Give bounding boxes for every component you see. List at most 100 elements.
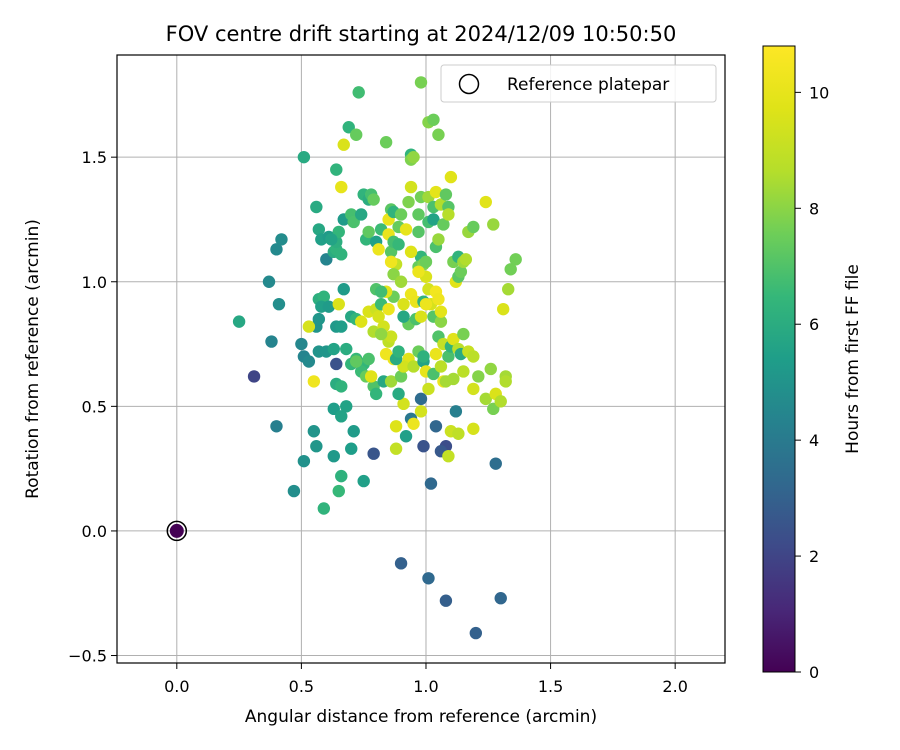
data-point [414,310,428,323]
data-point [330,163,343,176]
data-point [327,342,340,356]
data-point [312,223,326,236]
y-axis-label: Rotation from reference (arcmin) [23,219,43,499]
data-point [354,208,368,221]
y-tick-label: 0.5 [82,397,107,416]
y-tick-label: 0.0 [82,522,107,541]
data-point [335,410,348,423]
data-point [332,484,345,498]
data-point [270,420,283,433]
data-point [444,170,458,184]
x-tick-label: 0.0 [164,677,189,696]
data-point [414,405,428,418]
data-point [392,345,405,358]
data-point [452,427,465,440]
colorbar-tick-label: 0 [809,663,819,682]
data-point [429,185,443,199]
data-point [457,327,470,341]
colorbar-gradient [762,45,796,673]
data-point [467,350,480,363]
data-point [345,442,358,455]
data-point [417,350,430,363]
data-point [412,208,425,221]
data-point [354,315,368,328]
data-point [394,370,408,383]
data-point [509,253,522,266]
data-point [414,392,428,406]
data-point [392,387,405,401]
data-point [310,200,323,214]
data-point [479,392,492,406]
data-point [419,255,433,269]
colorbar-tick-label: 2 [809,547,819,566]
data-point [459,253,473,266]
data-point [389,420,403,433]
data-point [434,360,448,373]
data-point [379,347,393,361]
data-point [352,86,365,99]
data-point [437,218,450,231]
data-point [479,195,492,209]
data-point [317,502,331,515]
data-point [399,223,413,236]
data-point [367,447,380,460]
data-point [439,188,453,201]
data-point [407,150,420,164]
data-point [402,195,415,209]
data-point [335,248,348,261]
data-point [434,315,448,328]
data-point [307,375,321,388]
data-point [265,335,278,348]
data-point [379,136,393,149]
data-point [270,243,283,256]
data-point [374,285,388,298]
data-point [389,442,403,455]
data-point [372,310,385,323]
data-point [404,245,418,259]
colorbar-ticks: 0 2 4 6 8 10 [795,83,829,682]
y-tick-label: 1.5 [82,148,107,167]
data-point [407,417,420,430]
data-point [429,347,443,361]
data-point [419,297,433,311]
colorbar-label: Hours from first FF file [843,264,863,454]
legend-reference-marker [458,73,480,95]
data-point [312,312,326,326]
data-point [442,208,455,221]
data-point [335,180,348,194]
data-point [302,355,316,368]
data-point [297,150,311,164]
data-point [439,594,453,607]
data-point [467,422,480,435]
data-point [427,213,440,226]
data-point [457,365,470,378]
y-tick-label: −0.5 [68,647,107,666]
reference-ring [166,520,188,542]
data-point [310,440,323,453]
data-point [407,360,420,373]
data-point [347,425,360,438]
data-point [340,342,353,356]
x-tick-label: 1.0 [413,677,438,696]
data-point [494,395,507,408]
data-point [369,387,383,401]
data-point [487,218,500,231]
x-axis-ticks: 0.0 0.5 1.0 1.5 2.0 [164,663,688,696]
data-point [442,449,455,463]
data-point [382,302,395,316]
data-point [489,457,502,470]
colorbar-tick-label: 4 [809,431,819,450]
reference-point [169,523,184,538]
data-point [472,370,485,383]
colorbar-tick-label: 6 [809,315,819,334]
colorbar-tick-label: 8 [809,199,819,218]
data-point [392,238,405,251]
data-point [350,128,363,141]
data-point [454,265,468,278]
data-point [399,430,413,443]
data-point [424,477,438,490]
data-point [384,330,398,343]
data-point [337,138,350,151]
y-axis-ticks: −0.5 0.0 0.5 1.0 1.5 [68,148,117,666]
data-point [340,400,353,413]
